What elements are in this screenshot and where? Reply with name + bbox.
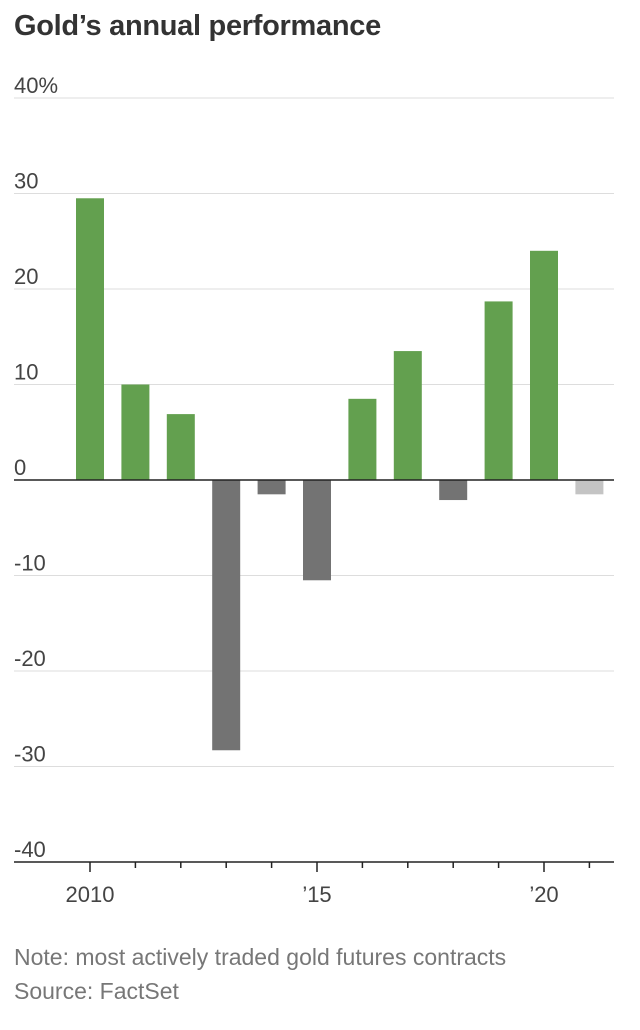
- y-tick-label: -20: [14, 646, 46, 671]
- y-tick-labels: 40% 30 20 10 0 -10 -20 -30 -40: [14, 73, 58, 862]
- x-tick-label: ’15: [302, 882, 331, 907]
- bar-2017: [393, 351, 422, 480]
- y-tick-label: -30: [14, 742, 46, 767]
- y-tick-label: 40%: [14, 73, 58, 98]
- y-tick-label: -40: [14, 837, 46, 862]
- bar-2021: [575, 480, 604, 495]
- x-axis: [14, 479, 614, 872]
- y-tick-label: 10: [14, 360, 38, 385]
- bar-2014: [257, 480, 286, 495]
- y-tick-label: 0: [14, 455, 26, 480]
- x-tick-labels: 2010 ’15 ’20: [66, 882, 559, 907]
- y-tick-label: 20: [14, 264, 38, 289]
- note-text: Note: most actively traded gold futures …: [14, 944, 507, 970]
- bar-2020: [530, 250, 558, 480]
- chart-footnote: Note: most actively traded gold futures …: [14, 940, 506, 1008]
- bar-2015: [303, 480, 331, 581]
- bar-2011: [121, 384, 150, 480]
- bar-2019: [484, 301, 513, 480]
- bar-2013: [212, 480, 241, 751]
- y-tick-label: -10: [14, 551, 46, 576]
- bar-2016: [348, 398, 377, 480]
- y-tick-label: 30: [14, 169, 38, 194]
- bar-2012: [166, 414, 195, 480]
- x-tick-label: 2010: [66, 882, 115, 907]
- bars: [76, 198, 604, 751]
- chart-title: Gold’s annual performance: [14, 10, 381, 42]
- bar-2010: [76, 198, 104, 480]
- bar-2018: [439, 480, 468, 501]
- source-text: Source: FactSet: [14, 978, 179, 1004]
- x-tick-label: ’20: [529, 882, 558, 907]
